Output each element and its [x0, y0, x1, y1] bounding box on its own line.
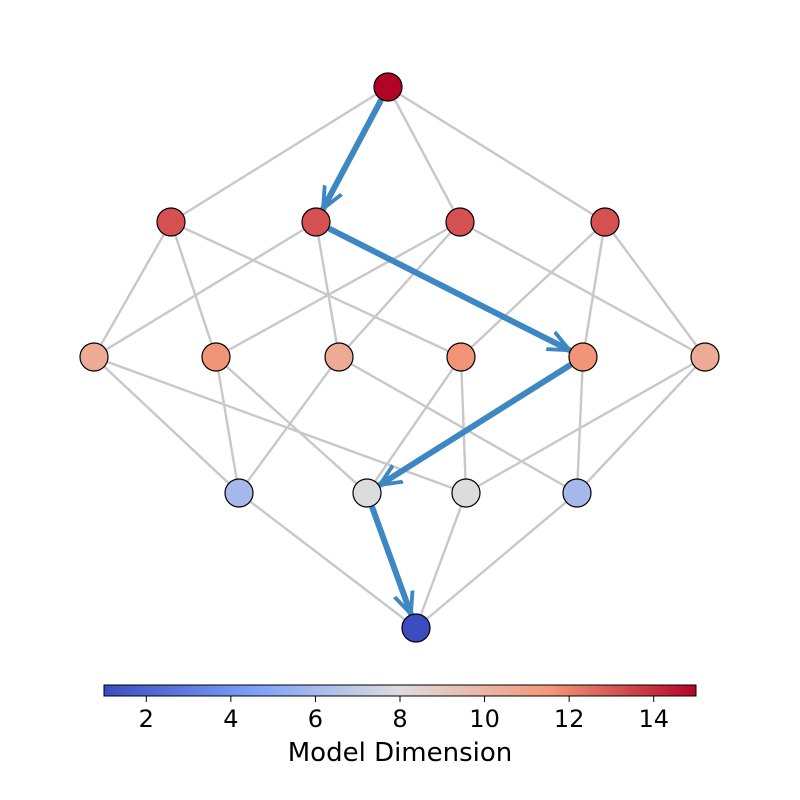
colorbar-tick-label-4: 4	[223, 705, 238, 733]
colorbar-gradient	[103, 684, 697, 697]
edge-n2-n5	[93, 220, 317, 359]
edge-n2-n7	[314, 221, 341, 358]
edge-n14-n15	[415, 492, 578, 629]
edge-n9-n14	[575, 356, 585, 494]
colorbar-tick-label-2: 2	[139, 705, 154, 733]
node-n12	[352, 478, 382, 508]
edges-layer	[92, 85, 706, 629]
node-n9	[568, 342, 598, 372]
edge-n13-n15	[414, 492, 468, 629]
colorbar-tick-label-14: 14	[638, 705, 669, 733]
edge-n7-n14	[338, 355, 578, 495]
edge-n6-n12	[215, 356, 368, 494]
edge-n6-n11	[214, 356, 241, 494]
edge-n11-n15	[238, 492, 417, 629]
edge-n4-n9	[581, 221, 607, 358]
edge-n4-n10	[604, 221, 706, 358]
node-n14	[562, 478, 592, 508]
node-n3	[445, 207, 475, 237]
path-arrow-n12-n15	[369, 505, 410, 614]
edge-n1-n6	[169, 221, 218, 358]
node-n8	[446, 342, 476, 372]
colorbar-tick-label-10: 10	[469, 705, 500, 733]
edge-n8-n12	[366, 356, 462, 494]
edge-n3-n6	[215, 220, 461, 359]
path-layer	[320, 98, 573, 614]
edge-n1-n8	[170, 220, 462, 359]
node-n4	[590, 207, 620, 237]
edge-n1-n5	[92, 221, 173, 358]
edge-n3-n7	[338, 221, 461, 358]
node-n5	[79, 342, 109, 372]
node-n10	[690, 342, 720, 372]
path-arrow-n0-n2	[320, 98, 384, 209]
edge-n3-n10	[459, 220, 706, 359]
node-n13	[451, 478, 481, 508]
colorbar: 2 4 6 8 10 12 14 Model Dimension	[103, 684, 697, 768]
node-n15	[401, 613, 431, 643]
colorbar-tick-label-12: 12	[554, 705, 585, 733]
node-n7	[324, 342, 354, 372]
colorbar-label: Model Dimension	[288, 738, 513, 768]
node-n11	[224, 478, 254, 508]
colorbar-tick-label-6: 6	[308, 705, 323, 733]
node-n0	[373, 72, 403, 102]
node-n1	[156, 207, 186, 237]
edge-n0-n4	[387, 85, 606, 224]
edge-n7-n11	[238, 356, 340, 494]
colorbar-ticks: 2 4 6 8 10 12 14	[139, 696, 669, 733]
edge-n5-n11	[93, 356, 240, 494]
path-arrow-n2-n9	[327, 226, 569, 354]
path-arrow-n9-n12	[380, 362, 573, 489]
edge-n10-n13	[465, 355, 706, 495]
edge-n5-n13	[93, 355, 467, 495]
node-n6	[201, 342, 231, 372]
edge-n8-n13	[459, 356, 468, 494]
edge-n0-n3	[386, 86, 462, 223]
nodes-layer	[79, 72, 720, 643]
edge-n10-n14	[576, 356, 706, 494]
node-n2	[301, 207, 331, 237]
edge-n4-n8	[460, 221, 606, 358]
colorbar-tick-label-8: 8	[392, 705, 407, 733]
edge-n0-n1	[170, 85, 389, 224]
